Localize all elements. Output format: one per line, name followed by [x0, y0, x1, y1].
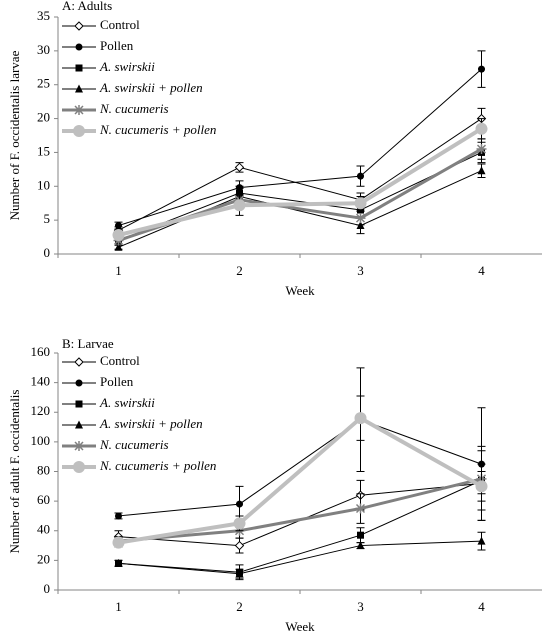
y-tick-label: 0: [44, 581, 51, 596]
marker: [74, 105, 84, 115]
x-tick-label: 2: [236, 263, 243, 278]
legend-label: A. swirskii: [99, 59, 155, 74]
legend-label: Control: [100, 353, 140, 368]
y-tick-label: 0: [44, 245, 51, 260]
legend-label: Pollen: [100, 374, 134, 389]
marker: [354, 412, 367, 425]
y-tick-label: 15: [37, 143, 50, 158]
y-axis-label: Number of F. occidentalis larvae: [7, 50, 22, 220]
marker: [354, 197, 367, 210]
x-axis-label: Week: [285, 283, 315, 298]
legend-label: N. cucumeris: [99, 101, 169, 116]
chart-title: A: Adults: [62, 0, 112, 13]
marker: [233, 199, 246, 212]
marker: [114, 242, 123, 251]
legend-label: N. cucumeris: [99, 437, 169, 452]
y-tick-label: 140: [31, 374, 51, 389]
marker: [74, 441, 84, 451]
marker: [73, 125, 85, 137]
x-axis-label: Week: [285, 619, 315, 634]
legend-label: N. cucumeris + pollen: [99, 122, 216, 137]
y-tick-label: 25: [37, 76, 50, 91]
marker: [236, 500, 243, 508]
marker: [112, 536, 125, 549]
y-tick-label: 40: [37, 522, 50, 537]
series-line: [118, 68, 482, 227]
y-tick-label: 120: [31, 403, 51, 418]
marker: [478, 65, 485, 73]
x-tick-label: 4: [478, 263, 485, 278]
series-line: [118, 419, 482, 517]
chart-title: B: Larvae: [62, 336, 114, 351]
y-tick-label: 100: [31, 433, 51, 448]
x-tick-label: 1: [115, 599, 122, 614]
marker: [477, 166, 486, 175]
y-tick-label: 10: [37, 177, 50, 192]
y-tick-label: 30: [37, 42, 50, 57]
y-tick-label: 60: [37, 492, 50, 507]
marker: [234, 540, 245, 551]
marker: [75, 379, 83, 387]
y-tick-label: 5: [44, 211, 51, 226]
y-axis-label: Number of adult F. occidentalis: [7, 390, 22, 554]
marker: [75, 43, 83, 51]
legend-label: N. cucumeris + pollen: [99, 458, 216, 473]
legend-label: A. swirskii + pollen: [99, 416, 203, 431]
marker: [234, 162, 245, 173]
marker: [475, 480, 488, 493]
marker: [75, 420, 83, 429]
marker: [75, 64, 83, 72]
marker: [235, 569, 244, 578]
series-line: [118, 151, 482, 241]
marker: [75, 400, 83, 408]
x-tick-label: 3: [357, 263, 364, 278]
marker: [355, 213, 366, 224]
marker: [477, 536, 486, 545]
marker: [115, 222, 122, 230]
legend-label: Control: [100, 17, 140, 32]
x-tick-label: 3: [357, 599, 364, 614]
marker: [73, 461, 85, 473]
series-line: [118, 415, 483, 545]
series-line: [118, 118, 482, 231]
series-line: [118, 127, 483, 237]
x-tick-label: 1: [115, 263, 122, 278]
x-tick-label: 2: [236, 599, 243, 614]
y-tick-label: 20: [37, 110, 50, 125]
y-tick-label: 160: [31, 344, 51, 359]
marker: [112, 229, 125, 242]
marker: [476, 144, 487, 155]
marker: [114, 558, 123, 567]
y-tick-label: 20: [37, 551, 50, 566]
marker: [115, 512, 122, 520]
marker: [355, 503, 366, 514]
y-tick-label: 80: [37, 462, 50, 477]
marker: [233, 517, 246, 530]
marker: [475, 122, 488, 135]
legend-label: A. swirskii + pollen: [99, 80, 203, 95]
marker: [75, 84, 83, 93]
legend-label: A. swirskii: [99, 395, 155, 410]
x-tick-label: 4: [478, 599, 485, 614]
series-line: [118, 479, 482, 573]
marker: [74, 21, 84, 31]
marker: [356, 541, 365, 550]
marker: [357, 531, 364, 539]
legend-label: Pollen: [100, 38, 134, 53]
marker: [74, 357, 84, 367]
marker: [357, 172, 364, 180]
series-line: [118, 477, 482, 543]
series-line: [118, 540, 482, 575]
y-tick-label: 35: [37, 8, 50, 23]
